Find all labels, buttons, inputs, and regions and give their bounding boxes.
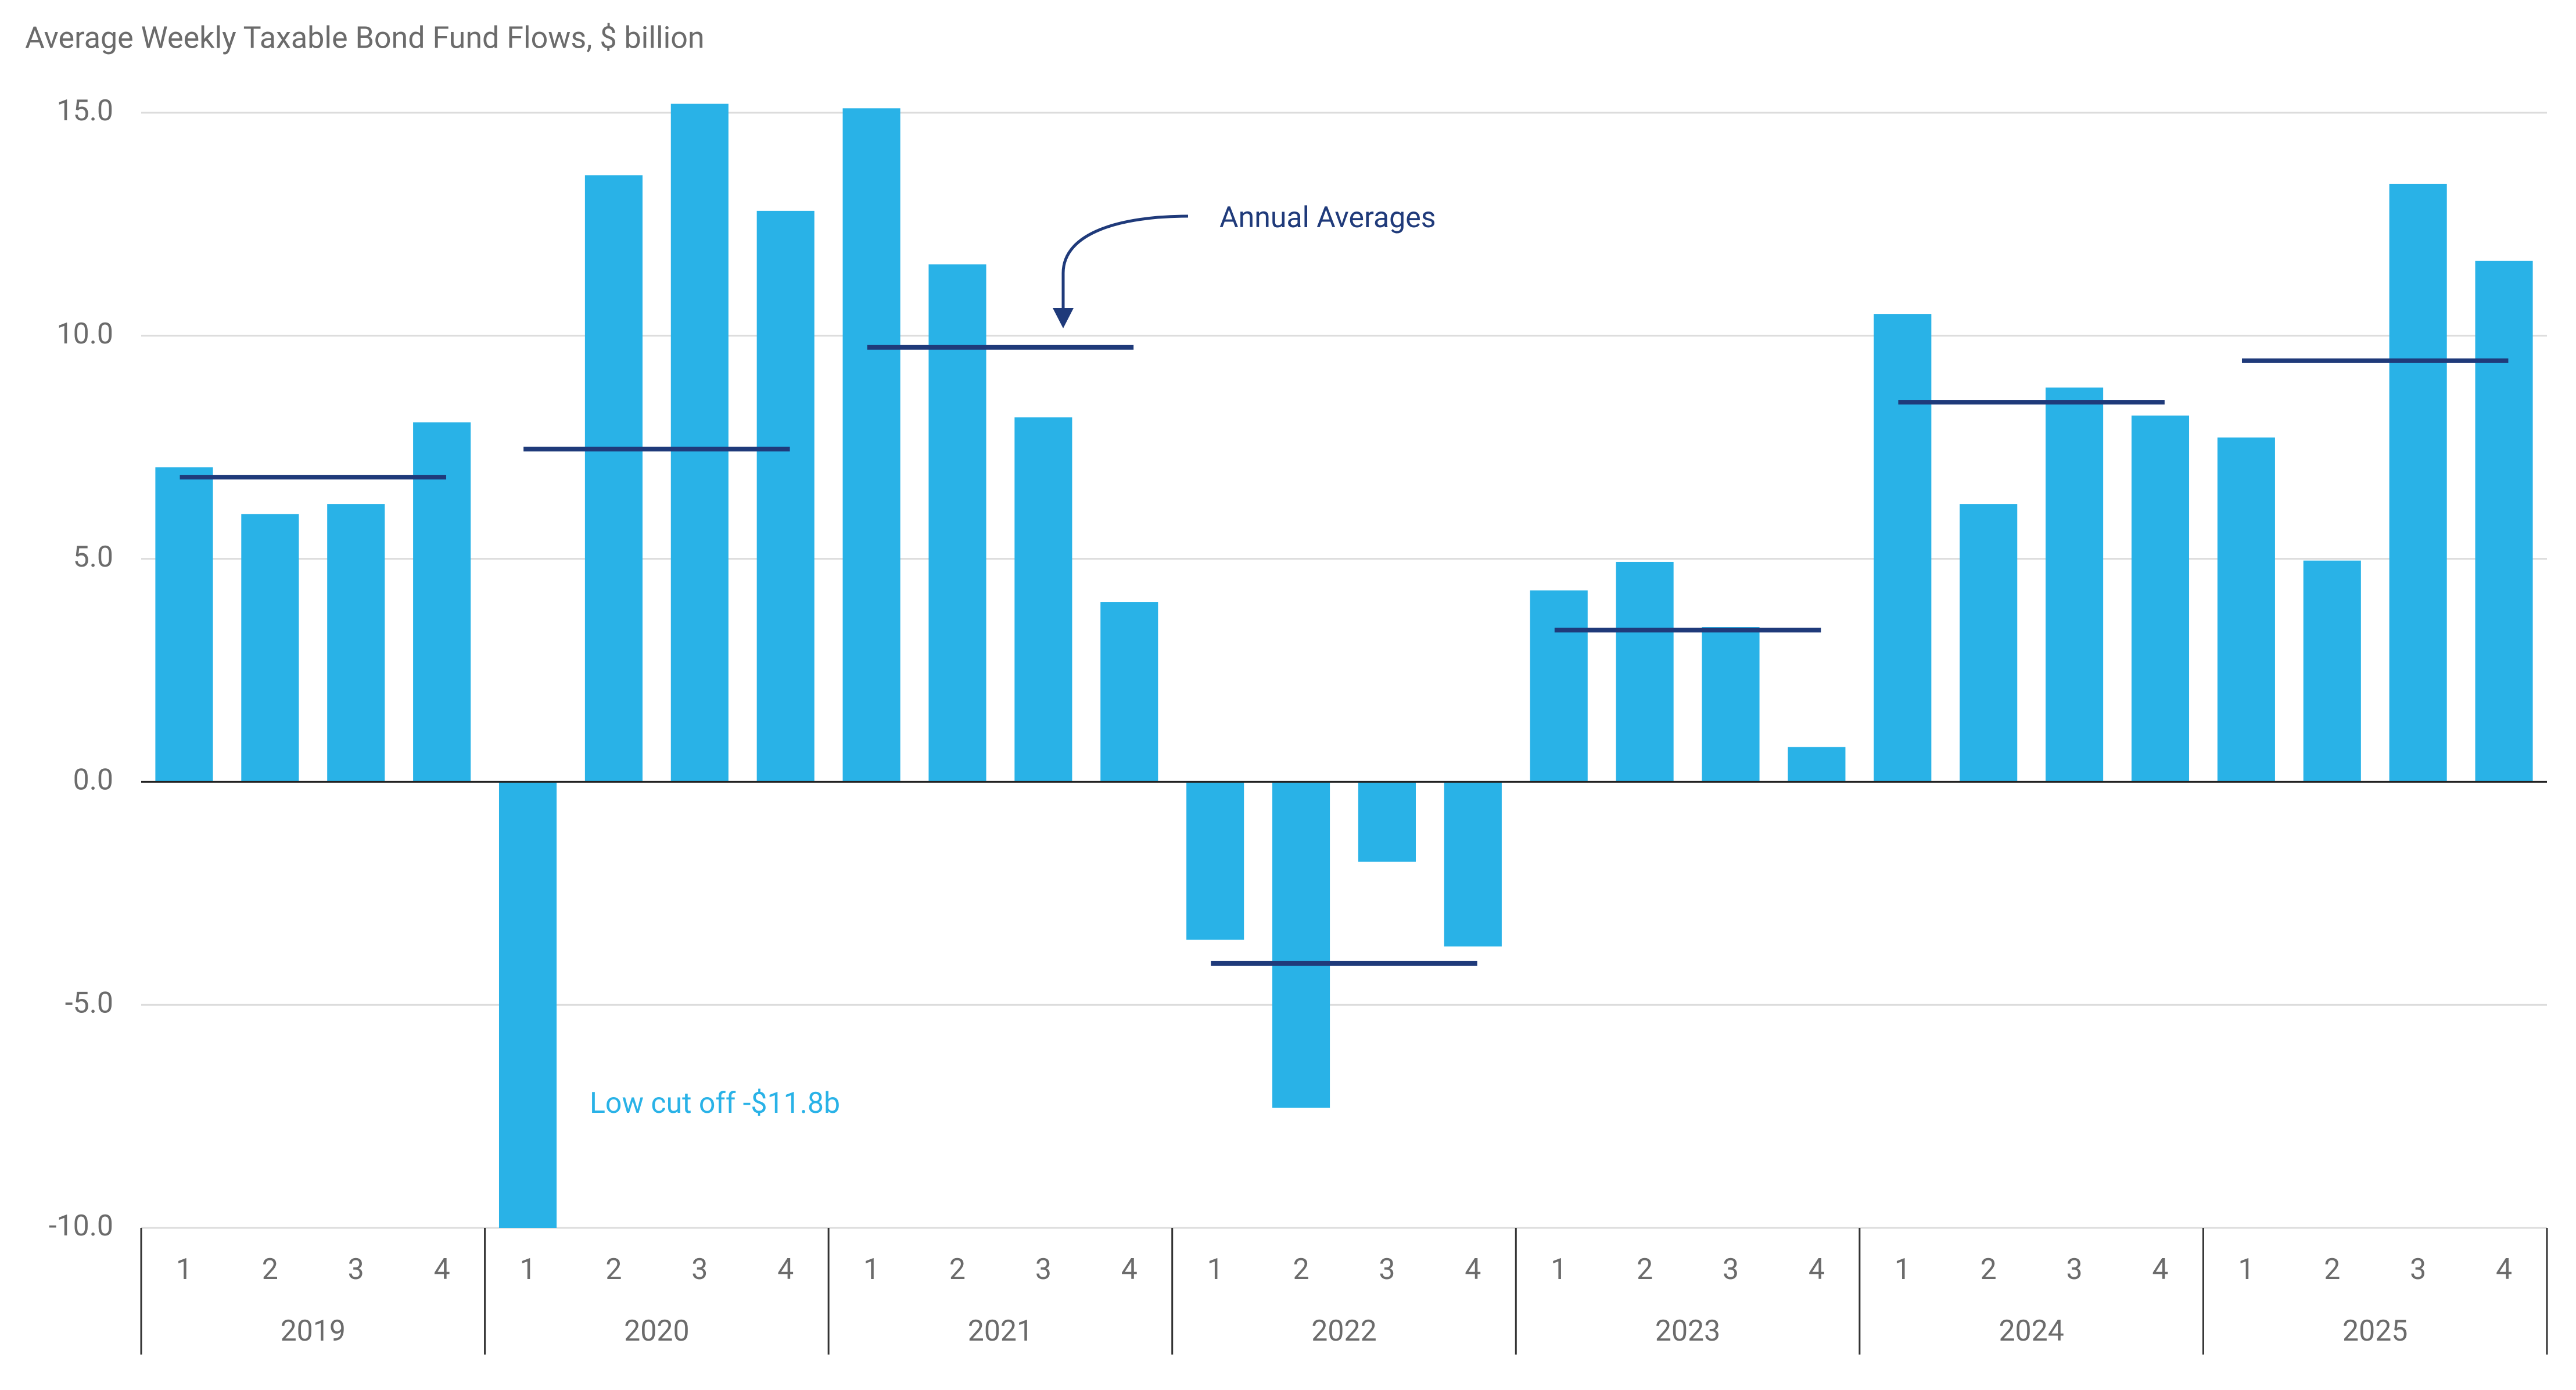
- x-tick-label: 2: [605, 1253, 622, 1287]
- bar: [1960, 504, 2018, 782]
- bar: [2217, 437, 2275, 782]
- bar: [241, 514, 299, 782]
- x-tick-label: 1: [176, 1253, 192, 1287]
- x-tick-label: 3: [1035, 1253, 1052, 1287]
- x-tick-label: 3: [1723, 1253, 1739, 1287]
- bar: [2303, 560, 2361, 782]
- x-group-label: 2019: [281, 1314, 346, 1348]
- x-tick-label: 3: [348, 1253, 364, 1287]
- bar: [1530, 590, 1588, 782]
- x-tick-label: 1: [1551, 1253, 1567, 1287]
- x-tick-label: 1: [1207, 1253, 1224, 1287]
- bar: [498, 782, 557, 1228]
- bar: [2046, 387, 2104, 782]
- bar: [2389, 184, 2447, 782]
- x-tick-label: 3: [1379, 1253, 1395, 1287]
- bar: [1788, 747, 1846, 782]
- x-tick-label: 2: [2324, 1253, 2340, 1287]
- x-tick-label: 2: [1981, 1253, 1997, 1287]
- bar: [928, 264, 986, 782]
- averages-label: Annual Averages: [1219, 201, 1436, 235]
- x-tick-label: 4: [777, 1253, 794, 1287]
- bar: [1014, 417, 1072, 782]
- bar: [1702, 627, 1760, 782]
- y-tick-label: -5.0: [65, 986, 113, 1020]
- x-group-label: 2023: [1655, 1314, 1720, 1348]
- y-tick-label: 5.0: [73, 540, 113, 574]
- bar: [1616, 561, 1674, 782]
- bar: [1186, 782, 1244, 940]
- y-tick-label: 15.0: [57, 94, 114, 128]
- bar: [670, 103, 729, 782]
- bars: [155, 103, 2533, 1228]
- x-group-label: 2022: [1311, 1314, 1376, 1348]
- x-tick-label: 4: [2496, 1253, 2512, 1287]
- bar: [1444, 782, 1502, 947]
- bar: [1358, 782, 1416, 862]
- chart-title: Average Weekly Taxable Bond Fund Flows, …: [25, 20, 705, 56]
- bar: [584, 175, 643, 782]
- bar: [842, 108, 900, 782]
- overlay: 1 2 3 4 1 2 3 4 1 2 3 4 1 2 3 4 1 2 3 4 1 2 3 4 1 2 3 4 2019 2020 2021…: [140, 345, 2548, 1355]
- x-tick-label: 1: [863, 1253, 880, 1287]
- x-tick-label: 4: [1465, 1253, 1481, 1287]
- x-group-label: 2020: [624, 1314, 689, 1348]
- x-group-label: 2025: [2342, 1314, 2408, 1348]
- y-tick-label: -10.0: [49, 1209, 113, 1243]
- x-tick-label: 2: [1293, 1253, 1309, 1287]
- y-tick-label: 0.0: [73, 764, 113, 797]
- x-tick-label: 1: [519, 1253, 536, 1287]
- x-group-label: 2021: [968, 1314, 1033, 1348]
- x-tick-label: 2: [262, 1253, 278, 1287]
- x-tick-label: 4: [1809, 1253, 1825, 1287]
- x-tick-label: 3: [2410, 1253, 2426, 1287]
- bar: [756, 210, 815, 782]
- x-tick-label: 1: [1895, 1253, 1911, 1287]
- arrow-head: [1053, 308, 1074, 328]
- annotation-arrow: [1061, 214, 1189, 323]
- bar: [327, 504, 385, 782]
- x-tick-label: 3: [691, 1253, 708, 1287]
- annotation: Low cut off -$11.8b: [590, 1087, 840, 1120]
- bar: [1100, 602, 1158, 782]
- bar: [1874, 314, 1932, 782]
- x-tick-label: 3: [2066, 1253, 2083, 1287]
- y-tick-label: 10.0: [57, 317, 114, 351]
- bar: [413, 422, 471, 782]
- x-tick-label: 2: [949, 1253, 966, 1287]
- bar: [155, 467, 213, 782]
- x-group-label: 2024: [1999, 1314, 2064, 1348]
- bar: [1272, 782, 1330, 1108]
- x-tick-label: 4: [434, 1253, 450, 1287]
- bar: [2475, 260, 2533, 782]
- x-tick-label: 4: [1121, 1253, 1138, 1287]
- x-tick-label: 1: [2238, 1253, 2254, 1287]
- bar: [2131, 415, 2190, 782]
- x-tick-label: 2: [1637, 1253, 1653, 1287]
- x-tick-label: 4: [2152, 1253, 2168, 1287]
